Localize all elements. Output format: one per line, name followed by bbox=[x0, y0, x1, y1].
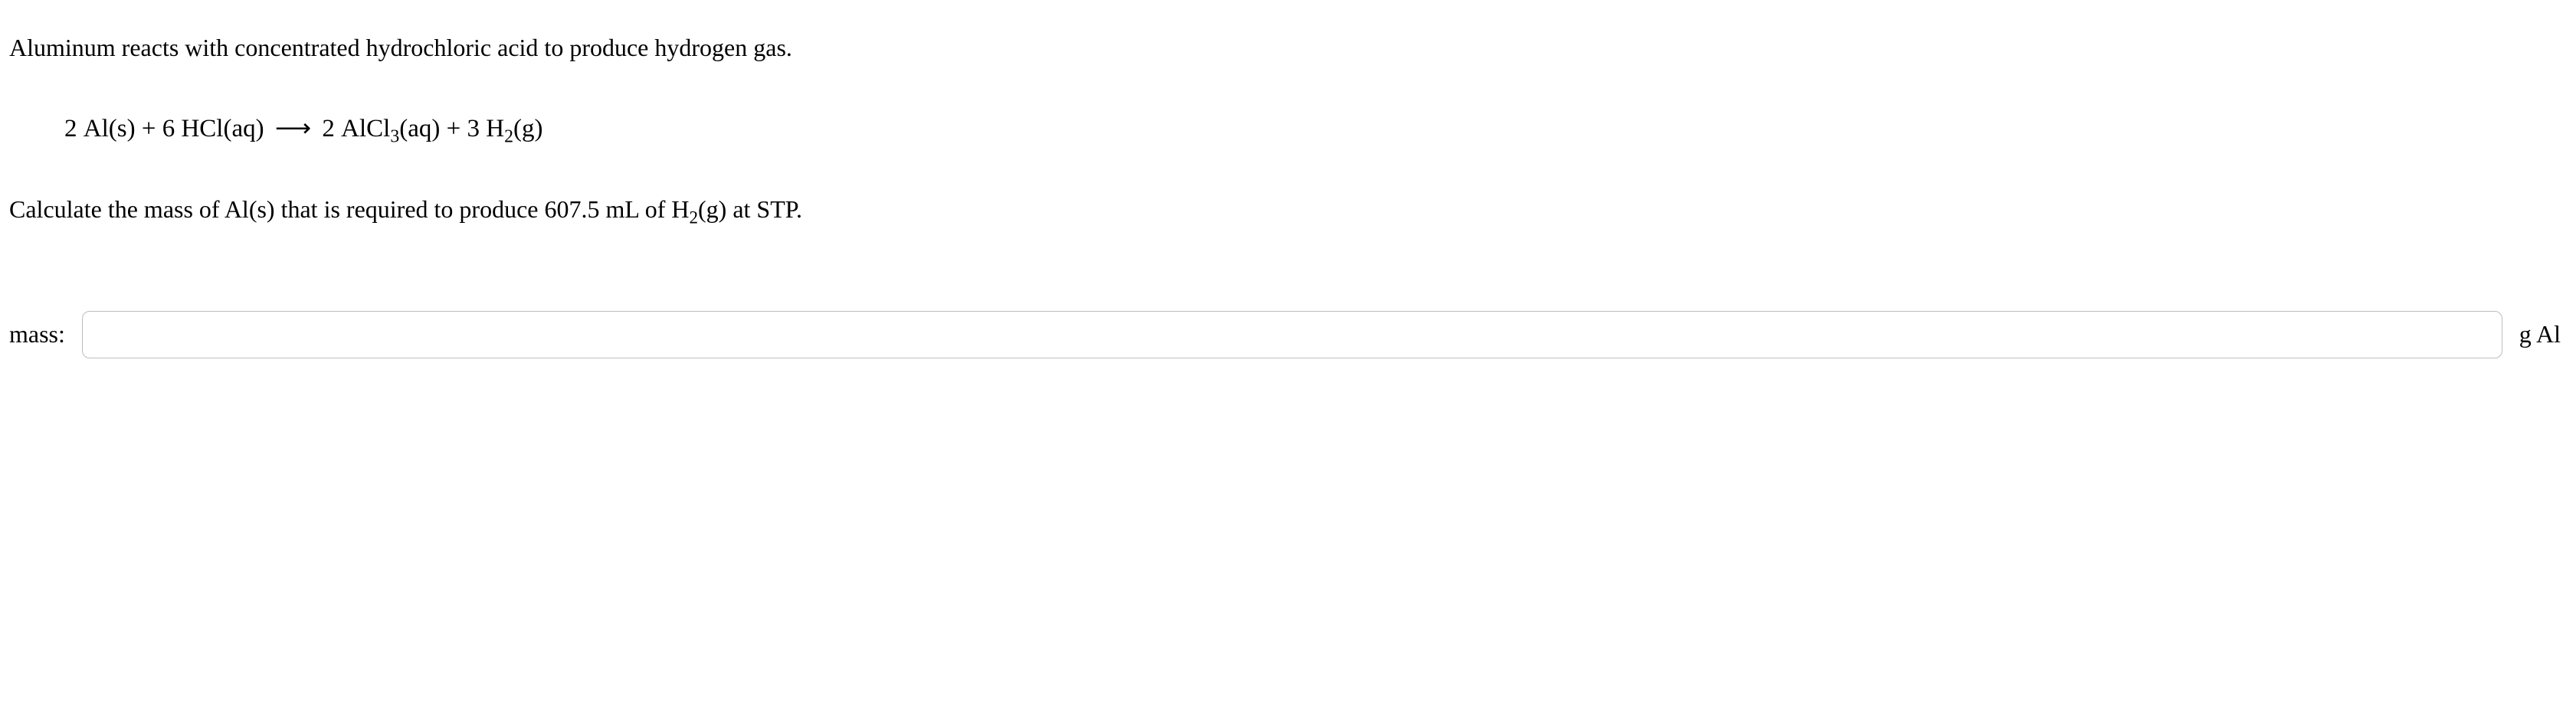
species-al: Al(s) bbox=[84, 115, 136, 142]
species-alcl3-sub: 3 bbox=[390, 126, 399, 146]
reaction-arrow: ⟶ bbox=[270, 111, 316, 146]
coef-h2: 3 bbox=[467, 115, 480, 142]
coef-hcl: 6 bbox=[162, 115, 175, 142]
answer-row: mass: g Al bbox=[9, 311, 2567, 358]
species-h2-sub: 2 bbox=[504, 126, 513, 146]
species-h2-a: H bbox=[486, 115, 504, 142]
question-sub: 2 bbox=[689, 207, 698, 227]
answer-label: mass: bbox=[9, 317, 65, 352]
species-hcl: HCl(aq) bbox=[181, 115, 264, 142]
problem-intro: Aluminum reacts with concentrated hydroc… bbox=[9, 31, 2567, 65]
chemical-equation: 2 Al(s) + 6 HCl(aq) ⟶ 2 AlCl3(aq) + 3 H2… bbox=[9, 90, 2567, 168]
question-text-a: Calculate the mass of Al(s) that is requ… bbox=[9, 195, 689, 223]
plus-1: + bbox=[136, 115, 162, 142]
coef-al: 2 bbox=[64, 115, 77, 142]
coef-alcl3: 2 bbox=[322, 115, 335, 142]
answer-unit: g Al bbox=[2519, 317, 2567, 352]
plus-2: + bbox=[440, 115, 467, 142]
question-text-b: (g) at STP. bbox=[698, 195, 802, 223]
mass-input[interactable] bbox=[82, 311, 2502, 358]
problem-question: Calculate the mass of Al(s) that is requ… bbox=[9, 192, 2567, 227]
species-h2-b: (g) bbox=[513, 115, 542, 142]
species-alcl3-a: AlCl bbox=[341, 115, 390, 142]
species-alcl3-b: (aq) bbox=[399, 115, 440, 142]
